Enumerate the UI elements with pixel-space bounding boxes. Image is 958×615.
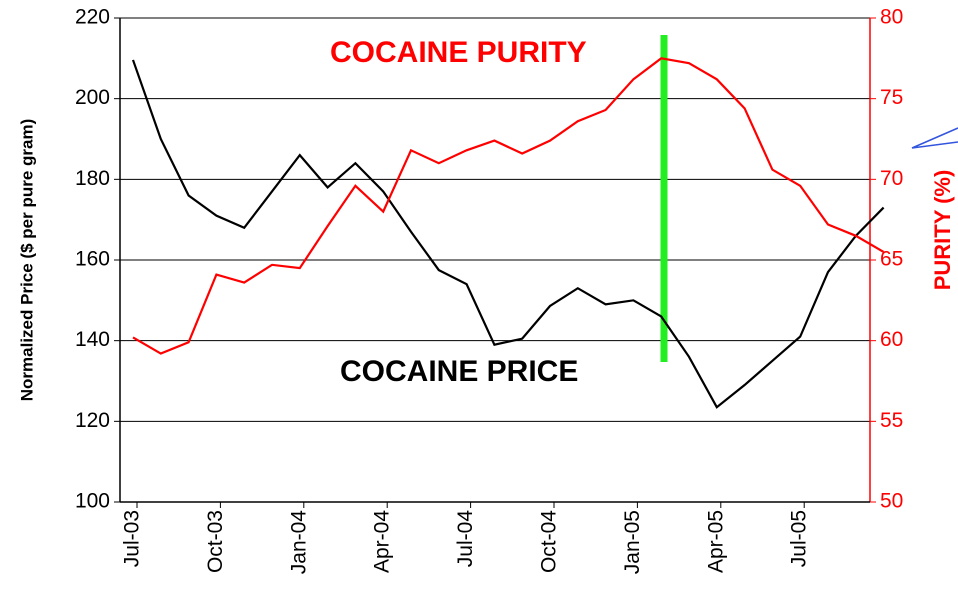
x-tick-label: Apr-05 [704, 510, 727, 573]
y-tick-label: 220 [75, 6, 110, 29]
y2-tick-label: 60 [880, 328, 903, 351]
y-tick-label: 200 [75, 86, 110, 109]
x-tick-label: Jan-05 [621, 510, 644, 574]
y2-tick-label: 55 [880, 409, 903, 432]
x-tick-label: Apr-04 [371, 510, 394, 573]
y2-tick-label: 50 [880, 490, 903, 513]
x-tick-label: Jul-03 [121, 510, 144, 567]
x-tick-label: Jul-05 [788, 510, 811, 567]
y-axis-label: Normalized Price ($ per pure gram) [17, 119, 36, 401]
callout-pointer [911, 127, 958, 149]
x-tick-label: Oct-03 [204, 510, 227, 573]
data-line [132, 57, 885, 355]
x-tick-label: Jul-04 [454, 510, 477, 568]
x-tick-label: Jan-04 [287, 510, 310, 575]
y-tick-label: 140 [75, 328, 110, 351]
series-label: COCAINE PURITY [330, 36, 587, 69]
y-tick-label: 180 [75, 167, 110, 190]
y-tick-label: 120 [75, 409, 110, 432]
y-tick-label: 160 [75, 248, 110, 271]
y-tick-label: 100 [75, 490, 110, 513]
y2-axis-label: PURITY (%) [930, 170, 955, 291]
series-label: COCAINE PRICE [340, 355, 578, 388]
y2-tick-label: 80 [880, 6, 903, 29]
y2-tick-label: 75 [880, 86, 903, 109]
y2-tick-label: 70 [880, 167, 903, 190]
x-tick-label: Oct-04 [538, 510, 561, 573]
data-line [131, 59, 885, 409]
y2-tick-label: 65 [880, 248, 903, 271]
